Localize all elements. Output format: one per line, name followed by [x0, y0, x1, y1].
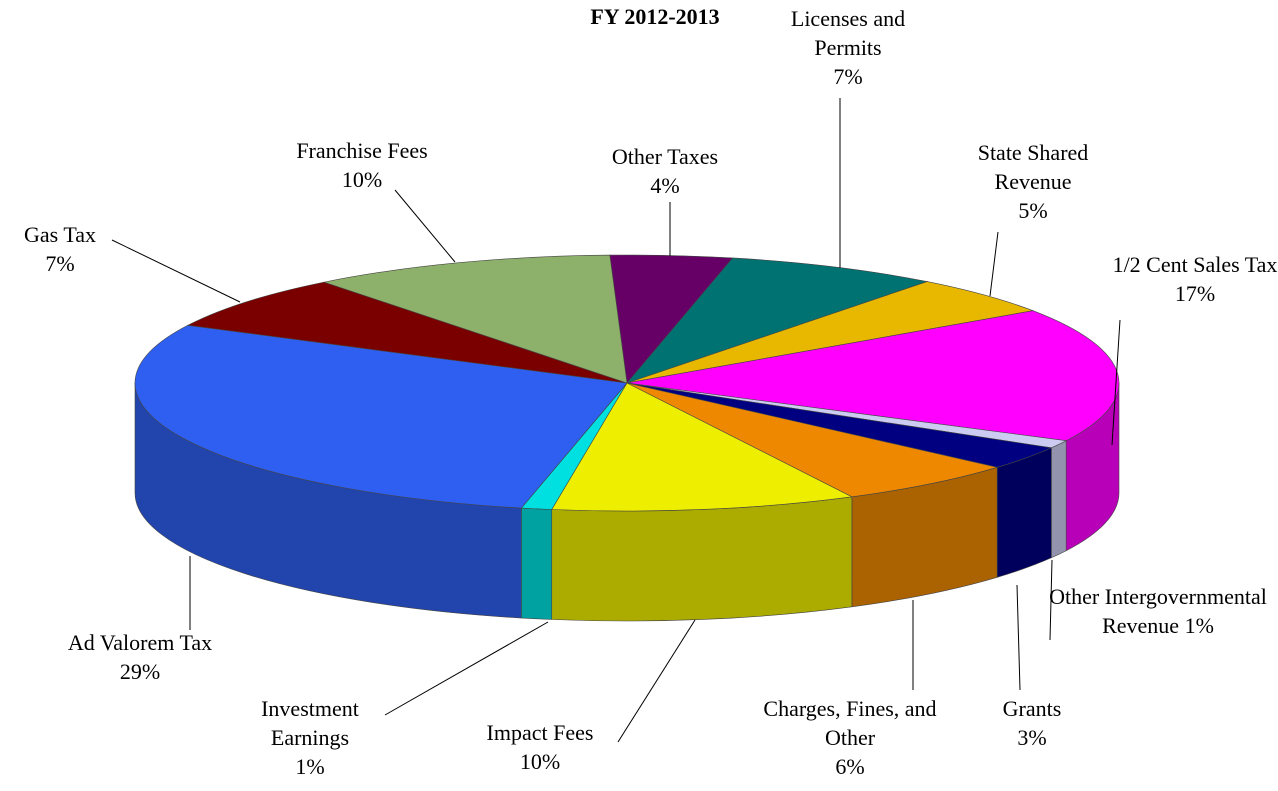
leader-line: [1111, 319, 1121, 446]
leader-line: [384, 621, 549, 716]
category-name: Impact Fees: [486, 720, 594, 745]
slice-side: [551, 496, 853, 622]
category-name: Ad Valorem Tax: [67, 630, 213, 655]
slice-side: [996, 447, 1052, 578]
value-label: 10%: [341, 167, 383, 192]
value-label: 3%: [1017, 725, 1047, 750]
slice-label: Grants 3%: [982, 694, 1082, 752]
slice: [186, 281, 628, 384]
category-name: Investment Earnings: [261, 696, 359, 750]
category-name: Other Taxes: [611, 144, 719, 169]
slice-label: Licenses and Permits 7%: [773, 4, 923, 91]
slice: [134, 324, 628, 509]
slice: [626, 310, 1120, 442]
slice-label: Investment Earnings 1%: [240, 694, 380, 781]
top-layer: [134, 254, 1120, 512]
category-name: Grants: [1002, 696, 1062, 721]
slice-label: Franchise Fees 10%: [262, 136, 462, 194]
slice-label: 1/2 Cent Sales Tax 17%: [1111, 250, 1278, 308]
value-label: 17%: [1174, 281, 1216, 306]
leader-line: [394, 189, 456, 263]
category-name: Other Intergovernmental Revenue: [1049, 584, 1267, 638]
leader-line: [617, 619, 696, 743]
leader-line: [989, 231, 999, 297]
slice-label: Charges, Fines, and Other 6%: [750, 694, 950, 781]
slice-label: Ad Valorem Tax 29%: [30, 628, 250, 686]
slice-side: [521, 507, 553, 620]
value-label: 4%: [650, 173, 680, 198]
leader-line: [1049, 559, 1053, 641]
leader-line: [111, 239, 241, 303]
value-label: 10%: [519, 749, 561, 774]
slice: [322, 254, 628, 384]
category-name: 1/2 Cent Sales Tax: [1112, 252, 1278, 277]
chart-title: FY 2012-2013: [590, 4, 720, 29]
slice: [626, 257, 929, 384]
value-label: 1%: [295, 754, 325, 779]
slice: [626, 382, 999, 498]
category-name: Licenses and Permits: [790, 6, 906, 60]
slice: [626, 281, 1035, 384]
slice: [551, 382, 853, 512]
slice-label: Other Intergovernmental Revenue 1%: [1042, 582, 1274, 640]
category-name: State Shared Revenue: [977, 140, 1089, 194]
category-name: Franchise Fees: [296, 138, 428, 163]
side-layer: [134, 382, 1120, 622]
slice-label: Gas Tax 7%: [0, 220, 120, 278]
leader-line: [1016, 584, 1021, 691]
value-label: 7%: [45, 251, 75, 276]
value-label: 29%: [119, 659, 161, 684]
slice-label: Other Taxes 4%: [585, 142, 745, 200]
value-label: 7%: [833, 64, 863, 89]
value-label: 6%: [835, 754, 865, 779]
category-name: Charges, Fines, and Other: [763, 696, 937, 750]
category-name: Gas Tax: [24, 222, 96, 247]
slice-label: State Shared Revenue 5%: [953, 138, 1113, 225]
value-label: 1%: [1184, 613, 1214, 638]
value-label: 5%: [1018, 198, 1048, 223]
slice-side: [1051, 440, 1067, 559]
slice-label: Impact Fees 10%: [460, 718, 620, 776]
